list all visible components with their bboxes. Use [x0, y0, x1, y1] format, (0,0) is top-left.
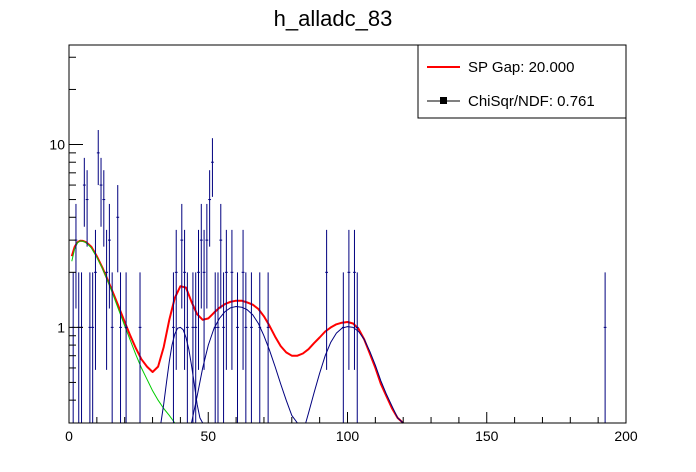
histogram-point: [82, 157, 86, 227]
x-tick-label: 100: [336, 428, 360, 444]
histogram-point: [266, 272, 270, 423]
histogram-point: [213, 272, 217, 423]
histogram-point: [94, 229, 97, 370]
legend-label-sp-gap: SP Gap: 20.000: [468, 59, 574, 76]
histogram-point: [355, 272, 359, 423]
histogram-point: [96, 130, 100, 186]
histogram-point: [230, 229, 234, 370]
histogram-point: [77, 272, 81, 423]
chart-title: h_alladc_83: [274, 6, 393, 31]
histogram-point: [172, 272, 175, 423]
fit-curve-gaussian-peak-3: [305, 326, 404, 424]
legend-box: [417, 44, 627, 119]
fit-curve-gaussian-peak-2: [191, 306, 298, 424]
x-tick-label: 0: [65, 428, 73, 444]
fit-curve-exponential-component: [71, 240, 176, 424]
histogram-point: [99, 157, 103, 227]
histogram-point: [208, 170, 212, 247]
histogram-point: [116, 185, 120, 273]
histogram-point: [194, 272, 198, 423]
histogram-point: [211, 138, 214, 197]
fit-curve-gaussian-peak-1: [160, 326, 204, 424]
histogram-point: [180, 203, 184, 309]
histogram-point: [80, 272, 83, 423]
histogram-points: [71, 130, 607, 423]
histogram-point: [105, 229, 108, 370]
histogram-point: [174, 229, 178, 370]
histogram-point: [224, 229, 228, 370]
histogram-point: [216, 272, 220, 423]
axes: 0 50 100 150 200 1 10: [49, 56, 638, 444]
legend: SP Gap: 20.000 ChiSqr/NDF: 0.761: [417, 44, 627, 119]
fit-curves: [70, 239, 404, 424]
histogram-point: [85, 170, 89, 247]
histogram-point: [138, 272, 142, 423]
x-tick-label: 50: [200, 428, 216, 444]
histogram-point: [185, 272, 189, 423]
histogram-point: [347, 229, 351, 370]
histogram-point: [110, 272, 114, 423]
histogram-point: [219, 203, 223, 309]
y-tick-label: 10: [49, 136, 65, 152]
histogram-point: [325, 229, 329, 370]
histogram-point: [222, 272, 225, 423]
histogram-point: [603, 272, 607, 423]
histogram-point: [119, 272, 122, 423]
histogram-point: [244, 272, 248, 423]
x-tick-label: 150: [475, 428, 499, 444]
legend-marker-square: [440, 97, 447, 104]
histogram-point: [202, 229, 206, 370]
histogram-point: [107, 203, 111, 309]
histogram-point: [74, 203, 78, 309]
histogram-point: [353, 229, 356, 370]
histogram-point: [197, 229, 200, 370]
histogram-point: [236, 272, 239, 423]
histogram-point: [199, 203, 203, 309]
histogram-point: [91, 272, 95, 423]
histogram-point: [258, 272, 262, 423]
histogram-point: [205, 203, 209, 309]
histogram-point: [88, 272, 92, 423]
histogram-point: [250, 272, 253, 423]
histogram-point: [191, 272, 195, 423]
histogram-point: [241, 229, 245, 370]
x-tick-label: 200: [614, 428, 638, 444]
histogram-point: [341, 272, 345, 423]
histogram-point: [102, 170, 106, 247]
histogram-point: [124, 272, 128, 423]
legend-label-chisqr: ChiSqr/NDF: 0.761: [468, 93, 595, 110]
histogram-point: [183, 229, 186, 370]
fit-curve-total-fit: [70, 239, 404, 424]
y-tick-label: 1: [57, 319, 65, 335]
